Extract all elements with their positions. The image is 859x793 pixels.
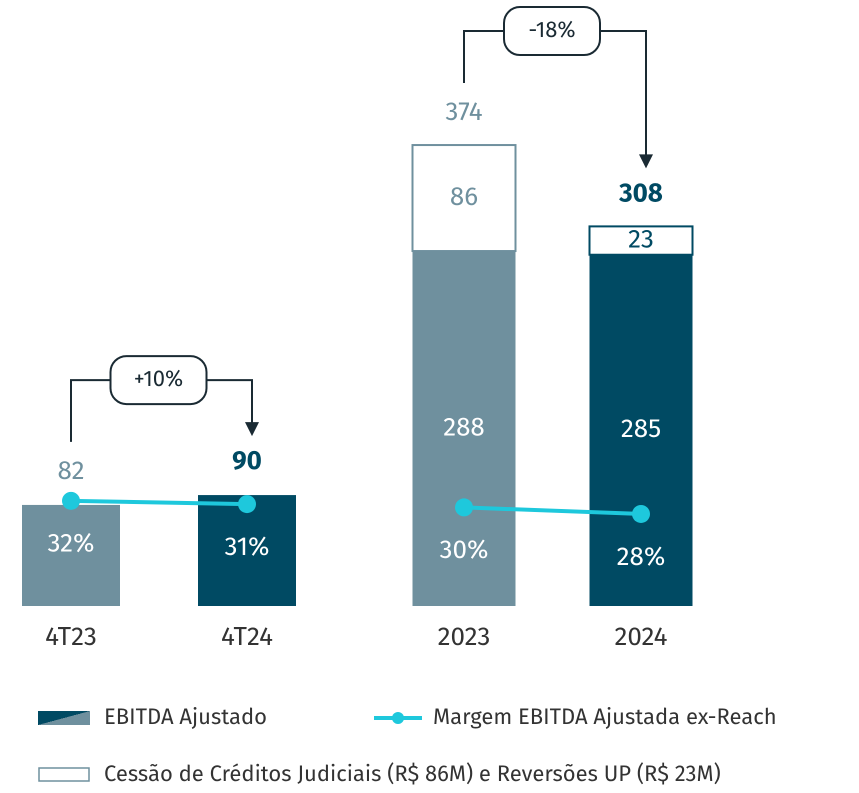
x-tick-label: 2024: [614, 621, 667, 652]
bar-segment: [22, 504, 120, 606]
x-tick-label: 4T23: [45, 621, 97, 652]
bracket: [70, 379, 253, 442]
x-tick-label: 4T24: [221, 621, 273, 652]
annotation-box: [109, 355, 208, 406]
value-label: 285: [621, 413, 661, 444]
value-label: 90: [232, 445, 262, 476]
bar-segment: [411, 144, 517, 253]
legend-swatch: [38, 767, 90, 782]
value-label: 23: [628, 223, 654, 254]
arrowhead: [639, 154, 653, 169]
annotation-box: [503, 6, 601, 57]
legend-swatch: [392, 712, 404, 724]
legend-label: Margem EBITDA Ajustada ex-Reach: [433, 703, 777, 730]
legend-swatch: [38, 711, 90, 725]
total-label: 308: [618, 177, 663, 208]
margin-label: 28%: [617, 541, 666, 572]
legend-label: Cessão de Créditos Judiciais (R$ 86M) e …: [104, 760, 721, 787]
bar-segment: [198, 495, 296, 606]
annotation: -18%: [528, 16, 575, 43]
arrowhead: [245, 422, 259, 437]
value-label: 82: [58, 455, 85, 486]
margin-point: [455, 498, 473, 517]
x-tick-label: 2023: [438, 621, 491, 652]
margin-point: [632, 504, 650, 523]
bar-segment: [588, 225, 694, 256]
bracket: [463, 30, 647, 161]
margin-point: [238, 495, 256, 514]
margin-label: 31%: [224, 531, 269, 562]
bar-segment: [412, 251, 516, 607]
value-label: 288: [443, 411, 485, 442]
annotation: +10%: [134, 365, 183, 392]
legend-label: EBITDA Ajustado: [104, 703, 267, 730]
margin-label: 30%: [440, 534, 489, 565]
margin-line: [70, 498, 248, 507]
margin-line: [463, 505, 642, 516]
total-label: 374: [445, 96, 482, 127]
value-label: 86: [450, 181, 478, 212]
bar-segment: [589, 254, 693, 607]
margin-point: [62, 491, 80, 510]
margin-label: 32%: [47, 528, 94, 559]
